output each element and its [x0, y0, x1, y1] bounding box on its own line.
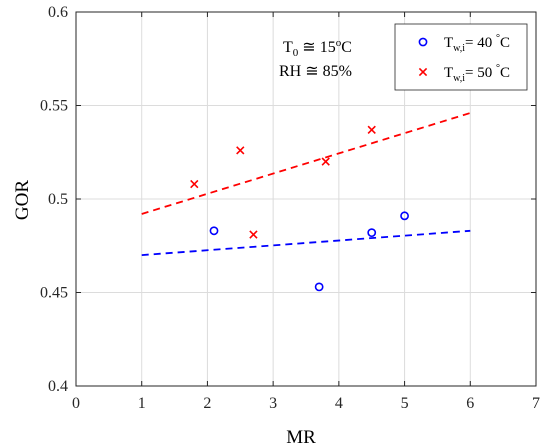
y-axis-label: GOR — [12, 180, 33, 220]
legend-label: Tw,i= 40 °C — [444, 33, 510, 54]
x-tick-label: 2 — [203, 395, 211, 412]
y-axis-ticks: 0.4 0.45 0.5 0.55 0.6 — [40, 4, 536, 395]
x-axis-label: MR — [286, 427, 316, 447]
x-marker — [236, 146, 245, 155]
legend-label: Tw,i= 50 °C — [444, 63, 510, 84]
circle-marker — [367, 228, 377, 238]
legend-box — [394, 23, 528, 91]
fit-lines — [141, 112, 471, 256]
y-tick-label: 0.6 — [48, 4, 68, 21]
annotation-humidity: RH ≅ 85% — [279, 63, 352, 80]
annotation-temperature: T0 ≅ 15oC — [283, 37, 352, 59]
circle-marker — [400, 211, 409, 221]
x-tick-label: 0 — [72, 395, 80, 412]
y-tick-label: 0.5 — [48, 191, 68, 208]
legend-circle-marker — [418, 37, 428, 47]
x-tick-label: 1 — [138, 395, 146, 412]
x-marker — [190, 179, 199, 189]
legend-entry-series-1: Tw,i= 40 °C — [418, 33, 510, 54]
x-marker — [249, 230, 258, 239]
x-tick-label: 5 — [401, 395, 409, 412]
legend: Tw,i= 40 °C Tw,i= 50 °C — [394, 23, 528, 91]
legend-x-marker — [418, 67, 428, 77]
y-tick-label: 0.55 — [40, 98, 68, 115]
data-markers — [190, 125, 409, 292]
fit-line-series-1 — [141, 229, 471, 256]
x-tick-label: 6 — [466, 395, 474, 412]
y-tick-label: 0.4 — [48, 378, 68, 395]
circle-marker — [314, 282, 324, 292]
conditions-annotation: T0 ≅ 15oC RH ≅ 85% — [279, 37, 352, 80]
legend-entry-series-2: Tw,i= 50 °C — [418, 63, 510, 84]
x-marker — [367, 125, 376, 134]
circle-marker — [209, 226, 219, 236]
x-marker — [321, 157, 330, 166]
x-tick-label: 3 — [269, 395, 277, 412]
x-tick-label: 7 — [532, 395, 540, 412]
fit-line-series-2 — [141, 112, 471, 215]
y-tick-label: 0.45 — [40, 285, 68, 302]
x-axis-ticks: 0 1 2 3 4 5 6 7 — [72, 12, 540, 412]
x-tick-label: 4 — [335, 395, 343, 412]
